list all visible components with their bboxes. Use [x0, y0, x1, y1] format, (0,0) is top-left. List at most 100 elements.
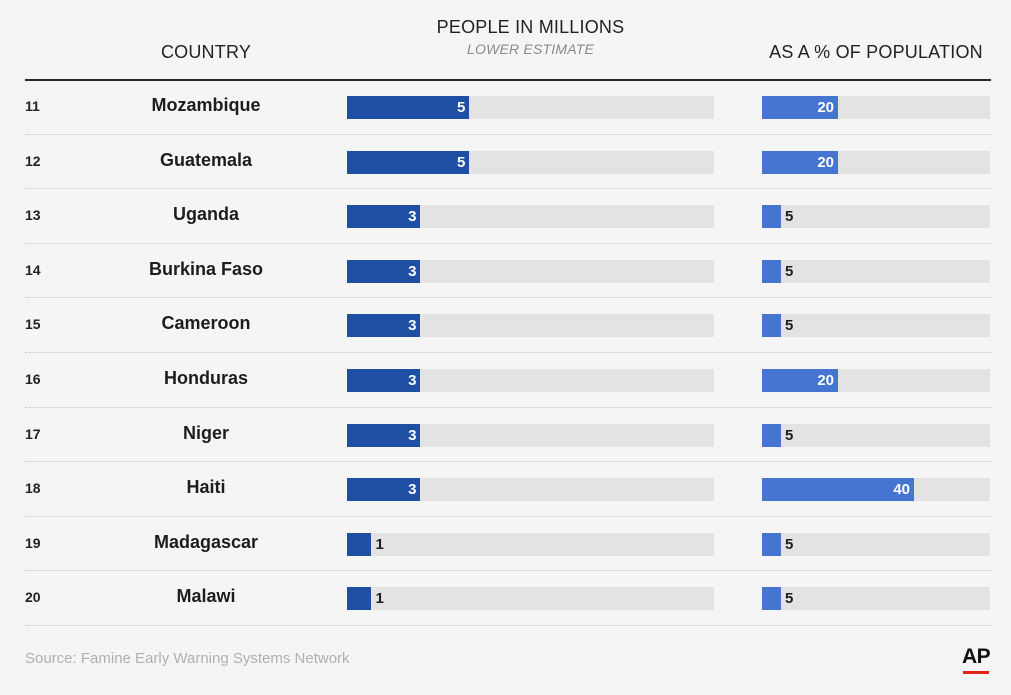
pct-bar-track: 5: [762, 532, 990, 556]
pct-bar-track: 20: [762, 369, 990, 392]
header-divider: [25, 79, 991, 81]
people-bar-value-label: 3: [408, 262, 417, 280]
people-bar-value-label: 3: [408, 208, 417, 226]
pct-bar-value-label: 5: [785, 590, 794, 608]
rank-label: 17: [25, 425, 41, 442]
pct-bar-value-label: 40: [893, 481, 910, 499]
pct-bar: [762, 150, 838, 174]
pct-bar: [762, 587, 781, 611]
pct-bar-value-label: 20: [817, 99, 834, 116]
pct-bar: [762, 259, 781, 283]
pct-bar: [762, 314, 781, 338]
people-bar-track: 1: [347, 587, 714, 611]
people-bar-track: 1: [347, 532, 714, 556]
rank-label: 20: [25, 589, 41, 606]
row-divider: [25, 297, 991, 299]
country-label: Guatemala: [159, 149, 253, 170]
pct-bar-track: 5: [762, 587, 990, 611]
country-label: Haiti: [186, 477, 226, 498]
people-bar-value-label: 3: [408, 426, 417, 444]
ap-logo: AP: [962, 645, 991, 668]
people-bar-value-label: 1: [375, 590, 384, 608]
rank-label: 13: [25, 207, 41, 224]
country-label: Burkina Faso: [148, 258, 264, 279]
table-row: 14 Burkina Faso 3 5: [0, 244, 1011, 299]
rank-label: 18: [25, 480, 41, 497]
row-divider: [25, 570, 991, 572]
table-row: 20 Malawi 1 5: [0, 571, 1011, 626]
country-label: Uganda: [172, 204, 239, 225]
rank-label: 12: [25, 152, 41, 169]
pct-bar-value-label: 5: [785, 535, 794, 553]
pct-bar: [762, 478, 914, 502]
pct-bar-value-label: 5: [785, 317, 794, 335]
people-bar-value-label: 3: [408, 317, 417, 335]
pct-bar: [762, 532, 781, 556]
row-divider: [25, 133, 991, 135]
row-divider: [25, 624, 991, 626]
ap-logo-underline: [963, 671, 989, 674]
people-bar-track: 3: [347, 314, 714, 338]
people-bar: [347, 150, 470, 174]
people-bar-track: 3: [347, 259, 714, 283]
rank-label: 11: [25, 98, 40, 114]
pct-bar-track: 5: [762, 205, 990, 229]
people-bar: [347, 314, 421, 338]
rank-label: 14: [25, 261, 41, 278]
table-row: 17 Niger 3 5: [0, 408, 1011, 463]
source-note: Source: Famine Early Warning Systems Net…: [25, 650, 350, 667]
country-label: Madagascar: [153, 531, 259, 552]
pct-bar-track: 20: [762, 150, 990, 174]
table-row: 18 Haiti 3 40: [0, 462, 1011, 517]
people-bar-track: 5: [347, 96, 714, 119]
row-divider: [25, 406, 991, 408]
pct-bar-value-label: 20: [817, 372, 834, 389]
row-divider: [25, 515, 991, 517]
pct-bar-track: 20: [762, 96, 990, 119]
table-row: 15 Cameroon 3 5: [0, 298, 1011, 353]
pct-bar-track: 40: [762, 478, 990, 502]
pct-bar: [762, 205, 781, 229]
pct-bar-track: 5: [762, 314, 990, 338]
rank-label: 15: [25, 316, 41, 333]
pct-bar: [762, 96, 838, 119]
table-row: 11 Mozambique 5 20: [0, 80, 1011, 135]
country-label: Honduras: [163, 368, 248, 388]
row-divider: [25, 188, 991, 190]
pct-bar-value-label: 5: [785, 208, 794, 226]
table-row: 12 Guatemala 5 20: [0, 135, 1011, 190]
people-column-subheader: LOWER ESTIMATE: [467, 41, 594, 57]
people-bar-track: 5: [347, 150, 714, 174]
people-bar: [347, 532, 372, 556]
people-bar: [347, 587, 372, 611]
people-bar-value-label: 5: [457, 99, 466, 116]
people-bar-value-label: 3: [408, 481, 417, 499]
country-column-header: COUNTRY: [160, 42, 252, 62]
rank-label: 16: [25, 371, 41, 387]
pct-bar: [762, 369, 838, 392]
people-bar: [347, 96, 470, 119]
row-divider: [25, 351, 991, 353]
pct-bar-value-label: 5: [785, 426, 794, 444]
country-label: Cameroon: [161, 313, 251, 334]
pct-bar-value-label: 5: [785, 262, 794, 280]
country-label: Malawi: [176, 586, 236, 607]
table-row: 13 Uganda 3 5: [0, 189, 1011, 244]
country-label: Niger: [182, 422, 229, 443]
pct-bar-track: 5: [762, 259, 990, 283]
pct-bar-track: 5: [762, 423, 990, 447]
people-bar-track: 3: [347, 478, 714, 502]
people-column-header: PEOPLE IN MILLIONS: [436, 17, 625, 37]
people-bar-value-label: 5: [457, 153, 466, 171]
row-divider: [25, 461, 991, 463]
people-bar: [347, 423, 421, 447]
people-bar: [347, 205, 421, 229]
percent-column-header: AS A % OF POPULATION: [769, 42, 983, 62]
table-row: 19 Madagascar 1 5: [0, 517, 1011, 572]
table-row: 16 Honduras 3 20: [0, 353, 1011, 408]
pct-bar: [762, 423, 781, 447]
people-bar-value-label: 1: [375, 535, 384, 553]
country-label: Mozambique: [151, 95, 261, 115]
row-divider: [25, 242, 991, 244]
people-bar: [347, 478, 421, 502]
